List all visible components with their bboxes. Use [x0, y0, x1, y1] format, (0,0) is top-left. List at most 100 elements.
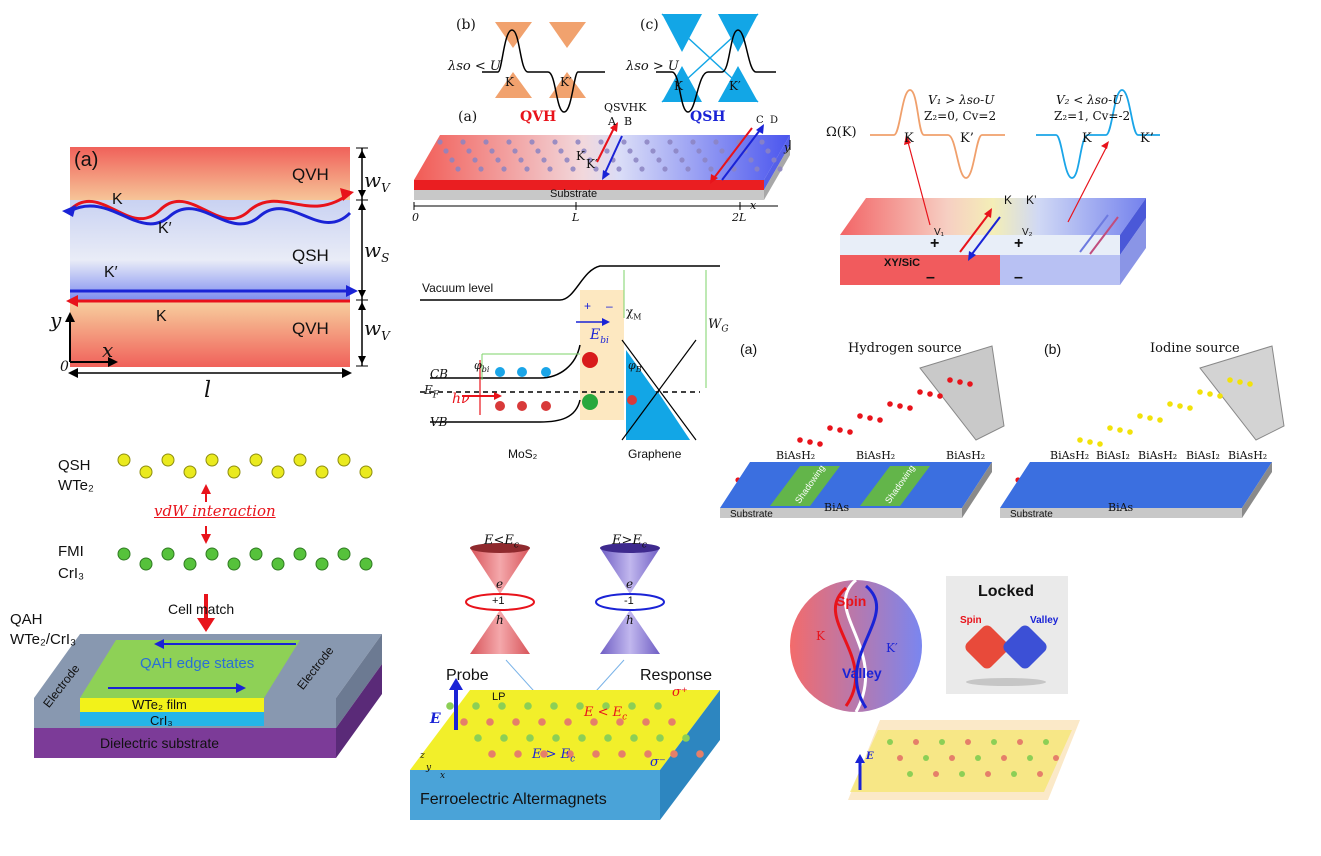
axis-x-label: x [440, 771, 446, 781]
wte2-atom [271, 465, 285, 479]
hydro-left-top-1: BiAsH₂ [856, 449, 896, 462]
strip-tick-0: 0 [412, 211, 419, 224]
kprime-lower-label: K′ [104, 264, 118, 281]
atom-dot [708, 166, 714, 172]
edge-state-panel: (a) QVH QSH QVH K K′ K′ K wV wS wV y x 0… [0, 0, 400, 420]
lattice-dot [670, 750, 678, 758]
locking-panel: Spin Valley K K′ Locked Spin Valley E [780, 570, 1080, 820]
lock-lattice-dot [1011, 771, 1017, 777]
hydrogen-dot [877, 417, 883, 423]
hydrogen-dot [907, 405, 913, 411]
wte2-atom [161, 453, 175, 467]
chern-minus-label: -1 [624, 595, 634, 607]
atom-dot [598, 139, 604, 145]
lattice-dot [474, 734, 482, 742]
lattice-dot [526, 734, 534, 742]
lock-lattice-dot [959, 771, 965, 777]
strip-qvh-label: QVH [520, 109, 557, 125]
strip-y-axis: y [784, 141, 791, 154]
lock-lattice-dot [975, 755, 981, 761]
cb-label: CB [430, 367, 448, 381]
wte2-atom [117, 453, 131, 467]
lattice-dot [668, 718, 676, 726]
vb-label: VB [430, 415, 448, 429]
ebi-label: Ebi [590, 327, 609, 346]
qvh-top-label: QVH [292, 165, 329, 184]
strip-tick-l: L [572, 211, 580, 224]
lattice-dot [618, 750, 626, 758]
strip-substrate-label: Substrate [550, 188, 598, 200]
v1-condition: V₁ > λso-U [928, 93, 995, 107]
sigma-minus-label: σ⁻ [650, 755, 666, 770]
edge-state-diagram [62, 147, 368, 378]
probe-label: Probe [446, 667, 489, 684]
atom-dot [443, 148, 449, 154]
lock-lattice-dot [913, 739, 919, 745]
lock-lattice-dot [939, 739, 945, 745]
lock-spin-small: Spin [960, 615, 982, 626]
bias-right-label: BiAs [1108, 501, 1134, 514]
lock-lattice-dot [907, 771, 913, 777]
atom-dot [472, 157, 478, 163]
berry-panel: Ω(K) V₁ > λso-U Z₂=0, Cv=2 V₂ < λso-U Z₂… [800, 80, 1180, 300]
atom-dot [627, 148, 633, 154]
atom-dot [564, 157, 570, 163]
vdw-label: vdW interaction [154, 502, 276, 520]
atom-dot [777, 166, 783, 172]
atom-dot [558, 148, 564, 154]
lattice-dot [578, 734, 586, 742]
cone-right-condition: E>Ec [612, 533, 647, 551]
atom-dot [541, 157, 547, 163]
wg-label: WG [708, 317, 729, 335]
phi-bi-label: φbi [474, 359, 490, 375]
lock-lattice-dot [923, 755, 929, 761]
strip-qsh-label: QSH [690, 109, 726, 125]
wte2-atom [249, 453, 263, 467]
atom-dot [535, 148, 541, 154]
hydrogen-dot [947, 377, 953, 383]
lattice-dot [486, 718, 494, 726]
iodine-dot [1087, 439, 1093, 445]
berry-minus-1: – [926, 269, 935, 286]
band-c-k: K [674, 79, 683, 93]
wte2-atom [359, 465, 373, 479]
hydrogen-dot [817, 441, 823, 447]
iodine-dot [1197, 389, 1203, 395]
atom-dot [449, 157, 455, 163]
atom-dot [621, 139, 627, 145]
cri3-atom [183, 557, 197, 571]
band-alignment-diagram [420, 265, 720, 441]
strip-c-point: C [756, 115, 764, 126]
atom-dot [673, 148, 679, 154]
lattice-dot [630, 734, 638, 742]
lock-lattice-dots [887, 739, 1059, 777]
mos2-label: MoS₂ [508, 447, 538, 461]
k-bottom-label: K [156, 308, 167, 325]
iodine-dot [1127, 429, 1133, 435]
edge-states-label: QAH edge states [140, 655, 255, 672]
hydro-substrate-left: Substrate [730, 509, 773, 520]
kprime-upper-label: K′ [158, 220, 172, 237]
berry-plus-1: + [930, 235, 940, 252]
hydro-left-top-2: BiAsH₂ [946, 449, 986, 462]
hydrogen-dot [847, 429, 853, 435]
edge-panel-label: (a) [74, 149, 99, 171]
iodine-dot [1237, 379, 1243, 385]
v2-invariants: Z₂=1, Cv=-2 [1054, 109, 1131, 123]
strip-a-point: A [608, 115, 616, 128]
spin-label: Spin [836, 593, 867, 609]
strip-d-point: D [770, 115, 779, 126]
atom-dot [587, 157, 593, 163]
wte2-atom [227, 465, 241, 479]
hydrogen-dot [837, 427, 843, 433]
hydro-right-top-0: BiAsH₂ [1050, 449, 1090, 462]
atom-dot [570, 166, 576, 172]
lattice-dot [524, 702, 532, 710]
atom-dot [696, 148, 702, 154]
wte2-atom [205, 453, 219, 467]
atom-dot [489, 148, 495, 154]
lattice-dot [460, 718, 468, 726]
response-label: Response [640, 667, 713, 684]
chi-m-label: χM [626, 305, 642, 322]
ef-label: EF [424, 383, 440, 401]
